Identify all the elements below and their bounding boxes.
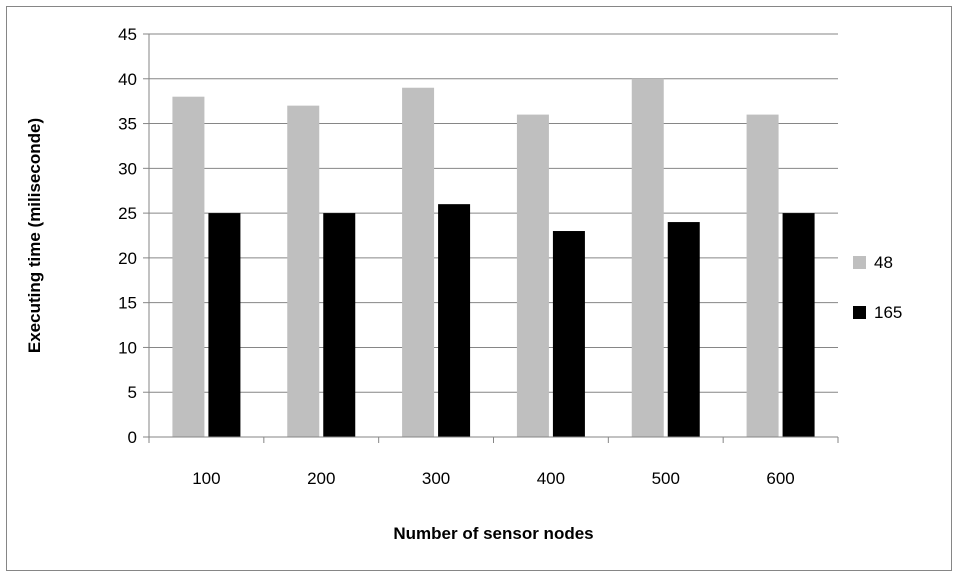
tick-labels: 0 5 10 15 20 25 30 35 40 45 100 200 300 400 500 600 <box>118 25 795 488</box>
y-tick-label: 10 <box>118 338 137 357</box>
legend-label-165: 165 <box>874 303 902 322</box>
bar-165-600 <box>782 213 815 437</box>
y-tick-label: 5 <box>128 383 137 402</box>
x-tick-label: 300 <box>422 469 450 488</box>
bar-165-200 <box>323 213 356 437</box>
y-axis-title: Executing time (miliseconde) <box>25 118 44 353</box>
bar-165-400 <box>552 231 585 437</box>
bar-165-100 <box>208 213 241 437</box>
y-tick-label: 25 <box>118 204 137 223</box>
x-axis-title: Number of sensor nodes <box>393 524 593 543</box>
y-tick-label: 20 <box>118 249 137 268</box>
axes <box>143 33 839 443</box>
x-tick-label: 100 <box>192 469 220 488</box>
y-tick-label: 35 <box>118 115 137 134</box>
bar-165-300 <box>438 204 471 437</box>
x-tick-label: 600 <box>766 469 794 488</box>
y-tick-label: 45 <box>118 25 137 44</box>
gridlines <box>149 33 838 393</box>
bar-48-200 <box>287 105 320 438</box>
bars <box>172 78 815 438</box>
y-tick-label: 40 <box>118 70 137 89</box>
legend-swatch-48 <box>853 256 866 269</box>
x-tick-label: 400 <box>537 469 565 488</box>
bar-48-600 <box>746 114 779 437</box>
bar-48-300 <box>402 87 435 437</box>
y-tick-label: 0 <box>128 428 137 447</box>
y-tick-label: 30 <box>118 159 137 178</box>
legend-swatch-165 <box>853 306 866 319</box>
legend-label-48: 48 <box>874 253 893 272</box>
legend: 48 165 <box>853 253 902 322</box>
bar-48-400 <box>516 114 549 437</box>
bar-48-100 <box>172 96 205 437</box>
y-tick-label: 15 <box>118 294 137 313</box>
x-tick-label: 500 <box>652 469 680 488</box>
bar-48-500 <box>631 78 664 438</box>
x-tick-label: 200 <box>307 469 335 488</box>
bar-165-500 <box>667 222 700 437</box>
